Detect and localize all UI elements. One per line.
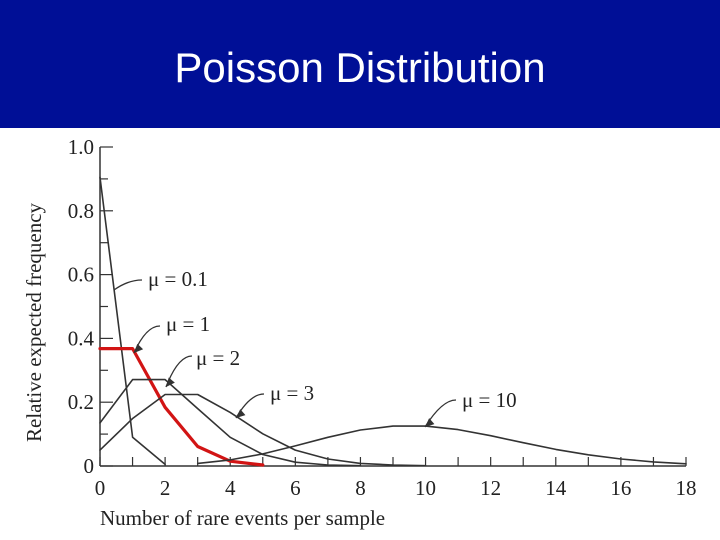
tick-labels: 0 2 4 6 8 10 12 14 16 18 0 0.2 0.4 0.6 0.8 1.0 [68,135,697,500]
x-tick-label: 6 [290,476,301,500]
x-tick-label: 2 [160,476,171,500]
arrowhead [236,409,246,418]
y-tick-label: 0.6 [68,263,94,287]
x-tick-label: 16 [610,476,631,500]
axes [99,147,686,467]
series-label: μ = 3 [270,381,314,405]
series-label: μ = 2 [196,346,240,370]
arrowhead [134,343,144,353]
slide-title: Poisson Distribution [174,44,546,91]
series-line [99,393,427,467]
arrowhead [166,377,175,387]
series-annotations: μ = 0.1 μ = 1 μ = 2 μ = 3 μ = 10 [113,267,517,428]
y-axis-label: Relative expected frequency [22,202,46,442]
x-tick-label: 18 [676,476,697,500]
y-tick-label: 1.0 [68,135,94,159]
ticks [99,146,687,467]
x-tick-label: 14 [545,476,567,500]
series-line [99,176,166,466]
x-tick-label: 12 [480,476,501,500]
x-axis-label: Number of rare events per sample [100,506,385,530]
series-line [98,347,265,467]
x-tick-label: 10 [415,476,436,500]
x-tick-label: 4 [225,476,236,500]
leader-line [113,279,143,291]
arrowhead [425,418,435,427]
series-line [99,378,362,467]
y-tick-label: 0.4 [68,326,95,350]
series-lines [98,176,687,467]
series-label: μ = 0.1 [148,267,208,291]
series-label: μ = 10 [462,388,517,412]
x-tick-label: 8 [355,476,366,500]
x-tick-label: 0 [95,476,106,500]
title-bar [0,0,720,128]
y-tick-label: 0.2 [68,390,94,414]
y-tick-label: 0 [84,454,95,478]
y-tick-label: 0.8 [68,199,94,223]
series-label: μ = 1 [166,312,210,336]
series-line [196,425,687,465]
